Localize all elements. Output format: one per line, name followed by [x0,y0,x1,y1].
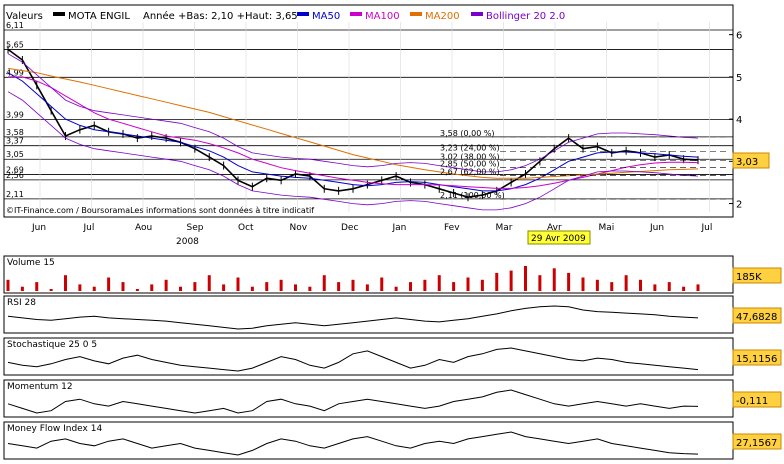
year-label: 2008 [176,237,199,247]
price-label: 6,11 [6,21,24,30]
price-panel [3,4,734,218]
date-marker-label: 29 Avr 2009 [531,234,586,244]
indicator-label: Stochastique 25 0 5 [7,340,97,350]
month-label: Jul [83,223,95,233]
month-label: Mai [599,223,615,233]
fibonacci-levels: 3,58 (0,00 %) 3,23 (24,00 %)3,02 (38,00 %… [440,129,728,200]
fib-label: 3,23 (24,00 %) [440,144,500,153]
ma50-swatch [297,12,309,16]
ma200-label: MA200 [425,11,460,22]
month-label: Aou [135,223,152,233]
axis-tick-label: 4 [736,115,742,126]
month-label: Nov [290,223,308,233]
last-value-box [732,152,770,169]
indicator-value: 47,6828 [736,312,777,323]
fib-label: 2,67 (62,00 %) [440,167,500,176]
month-label: Dec [341,223,358,233]
indicator-value-box [732,267,782,284]
fib-label: 2,85 (50,00 %) [440,160,500,169]
price-label: 5,65 [6,40,24,49]
price-label: 4,99 [6,68,24,77]
fib-label: 2,11 (100,00 %) [440,191,505,200]
ma50-label: MA50 [312,11,340,22]
indicator-label: Money Flow Index 14 [7,424,102,434]
indicator-panel [3,337,734,376]
security-name: MOTA ENGIL [68,11,130,22]
month-label: Sep [187,223,204,233]
price-label: 2,11 [6,190,24,199]
bollinger-label: Bollinger 20 2.0 [486,11,565,22]
series-line-1 [7,72,699,192]
date-marker [527,230,591,245]
indicator-panel [3,295,734,334]
month-label: Jul [701,223,713,233]
month-label: Jun [649,223,664,233]
fib-label: 3,02 (38,00 %) [440,152,500,161]
source-text: IT-Finance.com / BoursoramaLes informati… [14,205,314,215]
fib-label: 3,58 (0,00 %) [440,129,495,138]
axis-tick-label: 6 [736,31,742,42]
price-label: 2,56 [6,171,24,180]
bollinger-upper [7,53,699,173]
ma100-label: MA100 [365,11,400,22]
ma100-swatch [350,12,362,16]
time-axis: Jun Jul Aou Sep Oct Nov Dec Jan Fev Mar Avr Mai Jun J… [31,223,712,233]
price-label: 3,05 [6,150,24,159]
valeurs-label: Valeurs [6,11,43,22]
chart-header: Valeurs MOTA ENGIL Année +Bas: 2,10 +Hau… [6,10,565,22]
range-text: Année +Bas: 2,10 +Haut: 3,65 [143,10,298,22]
month-label: Jan [392,223,407,233]
indicator-value-box [732,307,782,324]
indicator-value-box [732,433,782,450]
indicator-line [7,305,699,330]
axis-tick-label: 2 [736,200,742,211]
price-label: 3,37 [6,137,24,146]
indicator-value: 15,1156 [736,354,777,365]
series-line-2 [8,76,699,189]
indicator-label: Volume 15 [7,258,55,268]
indicator-panel [3,379,734,418]
indicator-line [7,389,699,414]
indicator-line [7,431,699,456]
price-label: 2,69 [6,165,24,174]
month-label: Mar [496,223,513,233]
last-value: 3,03 [736,157,758,168]
month-label: Oct [238,223,254,233]
indicator-value: 27,1567 [736,438,777,449]
indicator-label: Momentum 12 [7,382,73,392]
price-label: 3,99 [6,111,24,120]
month-label: Jun [31,223,46,233]
price-label: 3,58 [6,128,24,137]
bollinger-swatch [471,12,483,16]
copyright-icon: © [6,206,14,215]
month-label: Avr [547,223,562,233]
axis-tick-label: 5 [736,73,742,84]
indicator-line [7,347,699,372]
bollinger-lower [7,91,699,211]
indicator-value: 185K [736,272,762,283]
indicator-label: RSI 28 [7,298,36,308]
indicator-panels: Volume 15 185K RSI 28 47,6828 Stochastique 2… [3,255,782,460]
indicator-value-box [732,349,782,366]
price-plot [7,22,710,212]
left-price-labels: 6,11 5,65 4,99 3,99 3,583,37 3,05 2,692,56 2,11 [4,21,733,200]
ma200-swatch [410,12,422,16]
series-line-3 [7,67,699,179]
month-label: Fev [444,223,460,233]
indicator-value-box [732,391,782,408]
indicator-value: -0,111 [736,396,768,407]
series-swatch [53,12,65,16]
